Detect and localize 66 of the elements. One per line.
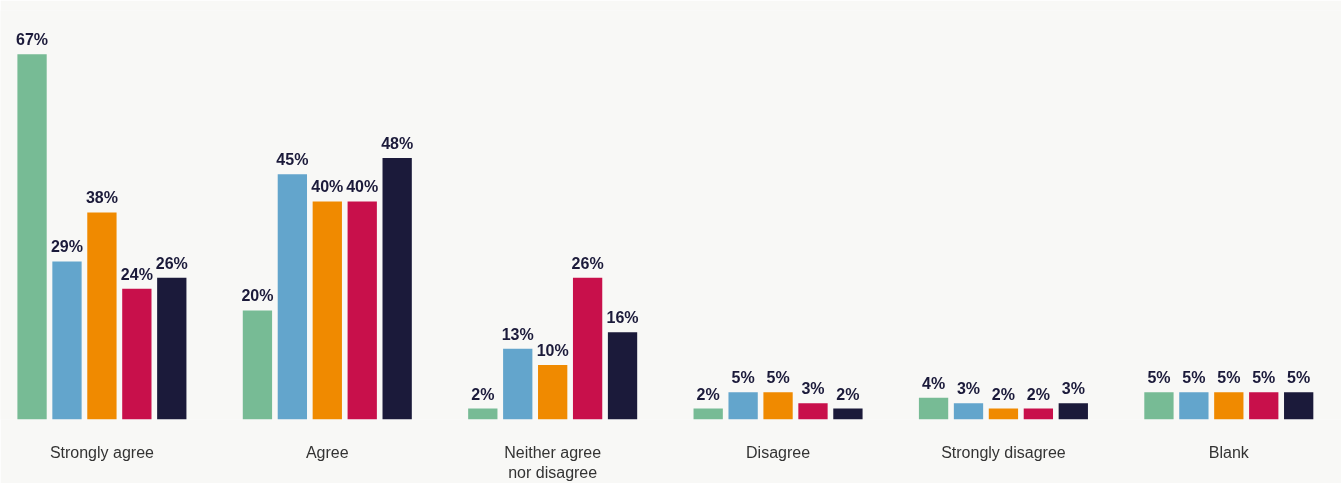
data-label: 5% [1147, 369, 1171, 387]
data-label: 26% [571, 254, 604, 272]
x-tick-label: Strongly agree [49, 443, 155, 461]
bar [1249, 392, 1279, 420]
data-label: 3% [1061, 380, 1085, 398]
bar [52, 261, 82, 420]
bar [122, 288, 152, 420]
data-label: 40% [311, 178, 344, 196]
bar [918, 397, 949, 420]
data-label: 16% [606, 309, 639, 327]
bar [503, 348, 533, 420]
data-label: 2% [836, 385, 860, 403]
x-tick-label: Strongly disagree [941, 443, 1066, 461]
bar [988, 408, 1019, 420]
data-label: 20% [241, 287, 274, 305]
data-label: 5% [1182, 369, 1206, 387]
data-label: 5% [1252, 369, 1276, 387]
data-label: 3% [801, 380, 825, 398]
data-label: 67% [16, 31, 49, 49]
bar [763, 392, 793, 420]
bar [1058, 403, 1088, 420]
bar [1284, 392, 1314, 420]
data-label: 4% [922, 374, 946, 392]
data-label: 29% [50, 238, 84, 256]
bar [833, 408, 863, 420]
bar [347, 201, 377, 420]
bar [17, 54, 47, 420]
bar [1144, 392, 1174, 420]
x-tick-label: Disagree [746, 443, 811, 461]
data-label: 38% [85, 189, 118, 207]
bar [538, 365, 568, 420]
bar [798, 403, 828, 420]
data-label: 3% [956, 380, 981, 398]
bar [953, 403, 984, 420]
data-label: 48% [381, 134, 414, 152]
bar [1179, 392, 1209, 420]
bar [468, 408, 498, 420]
data-label: 45% [276, 151, 309, 169]
data-label: 40% [346, 178, 379, 196]
bar [382, 157, 412, 420]
bar [607, 332, 638, 420]
bar [277, 174, 308, 420]
bar [693, 408, 723, 420]
bar [87, 212, 117, 420]
x-tick-label: Agree [305, 443, 349, 461]
data-label: 5% [1287, 369, 1311, 387]
data-label: 26% [155, 254, 188, 272]
data-label: 2% [471, 385, 495, 403]
data-label: 5% [1217, 369, 1241, 387]
data-label: 2% [696, 385, 720, 403]
bar [1214, 392, 1244, 420]
bar [157, 277, 187, 420]
x-tick-label: Neither agree nor disagree [504, 443, 602, 481]
data-label: 5% [766, 369, 790, 387]
bar [572, 277, 603, 420]
bar [242, 310, 273, 420]
data-label: 24% [120, 265, 153, 283]
bar [312, 201, 342, 420]
data-label: 13% [501, 325, 534, 343]
bar [1023, 408, 1054, 420]
data-label: 2% [1026, 385, 1050, 403]
bar [728, 392, 758, 420]
data-label: 10% [536, 342, 569, 359]
data-label: 2% [991, 385, 1015, 403]
data-label: 5% [731, 369, 755, 387]
x-tick-label: Blank [1208, 443, 1250, 461]
